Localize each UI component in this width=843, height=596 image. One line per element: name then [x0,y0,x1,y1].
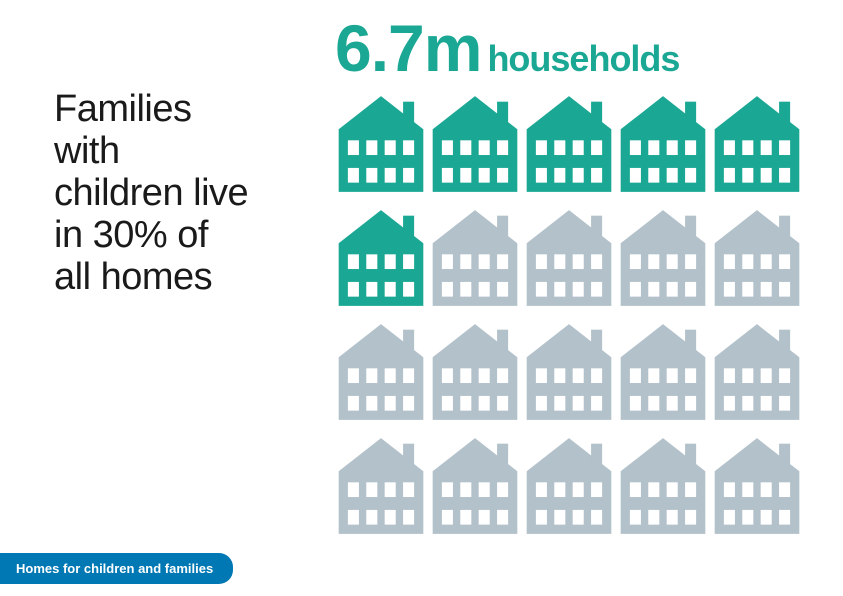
house-icon [335,210,427,306]
house-icon [617,324,709,420]
statement-line: all homes [54,256,304,298]
main-statement: Familieswithchildren livein 30% ofall ho… [54,88,304,298]
footer-tab: Homes for children and families [0,553,233,584]
house-icon [617,96,709,192]
statement-line: Families [54,88,304,130]
house-icon [429,324,521,420]
house-icon [523,210,615,306]
house-icon [429,210,521,306]
infographic-block: 6.7m households [335,10,810,534]
house-icon [523,438,615,534]
house-icon [523,324,615,420]
house-row [335,324,810,420]
house-icon [711,324,803,420]
headline-value: 6.7m [335,10,481,86]
statement-line: children live [54,172,304,214]
headline-unit: households [487,38,679,80]
house-row [335,438,810,534]
house-grid [335,96,810,534]
statement-line: in 30% of [54,214,304,256]
house-icon [335,96,427,192]
house-icon [523,96,615,192]
house-icon [429,438,521,534]
house-icon [617,438,709,534]
house-icon [711,210,803,306]
statement-line: with [54,130,304,172]
house-icon [617,210,709,306]
house-icon [335,324,427,420]
house-icon [335,438,427,534]
house-row [335,96,810,192]
house-icon [429,96,521,192]
house-icon [711,96,803,192]
headline: 6.7m households [335,10,810,86]
house-icon [711,438,803,534]
house-row [335,210,810,306]
footer-label: Homes for children and families [16,561,213,576]
